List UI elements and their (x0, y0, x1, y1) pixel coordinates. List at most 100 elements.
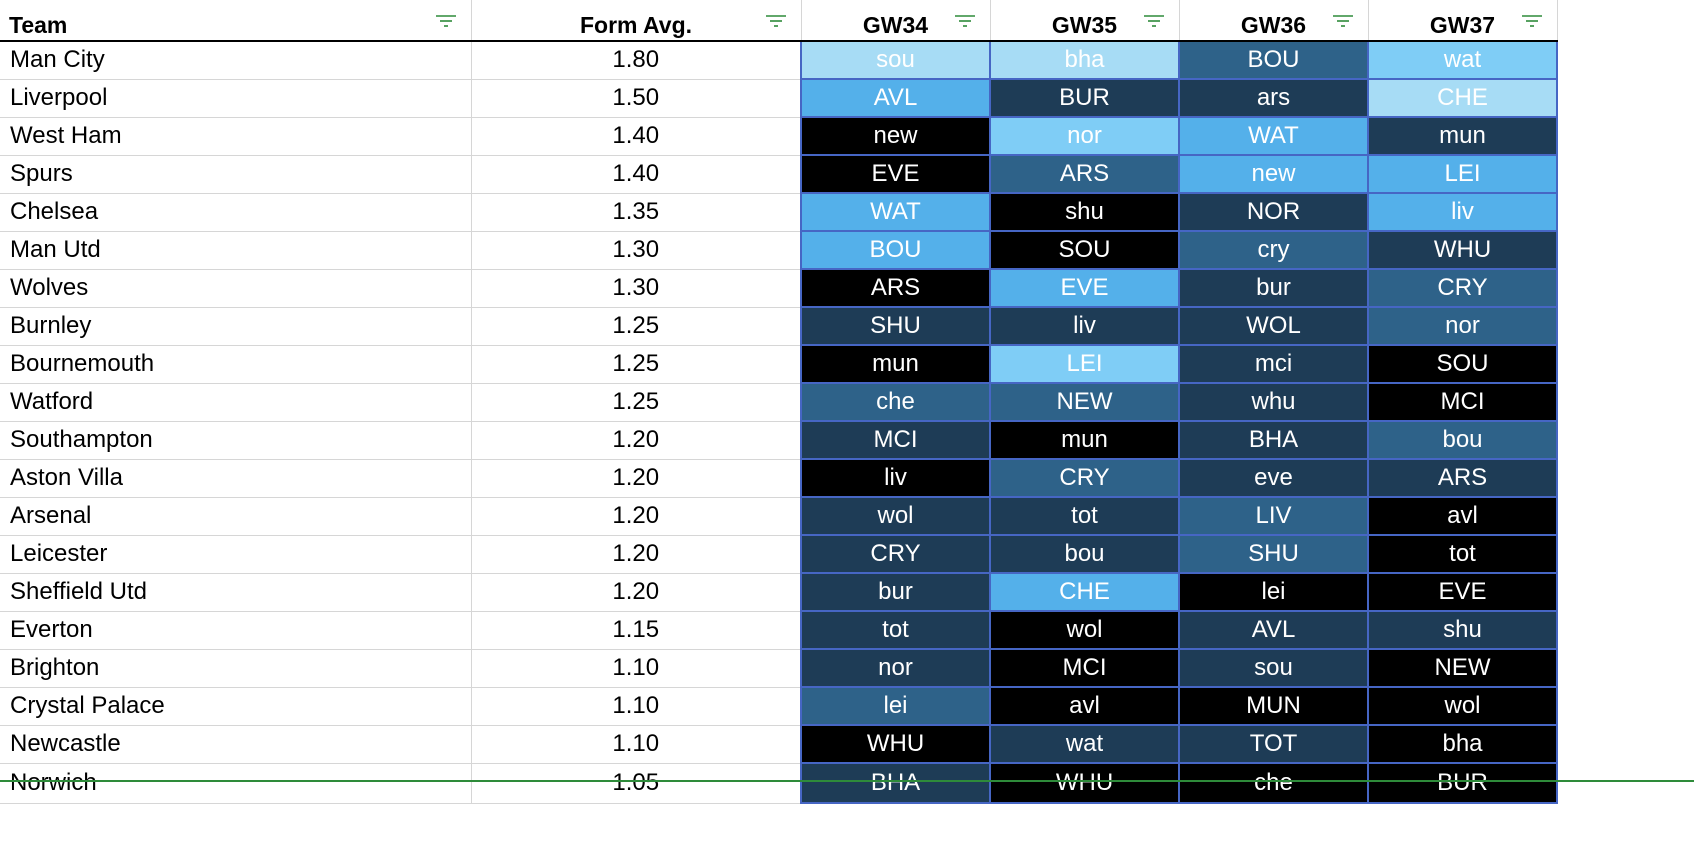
team-cell[interactable]: Liverpool (0, 79, 472, 118)
fixture-cell[interactable]: WAT (1178, 116, 1369, 156)
fixture-cell[interactable]: CHE (1367, 78, 1558, 118)
fixture-cell[interactable]: MCI (1367, 382, 1558, 422)
fixture-cell[interactable]: EVE (1367, 572, 1558, 612)
form-avg-cell[interactable]: 1.30 (471, 231, 802, 270)
form-avg-cell[interactable]: 1.25 (471, 345, 802, 384)
fixture-cell[interactable]: avl (989, 686, 1180, 726)
fixture-cell[interactable]: CRY (989, 458, 1180, 498)
fixture-cell[interactable]: SHU (1178, 534, 1369, 574)
form-avg-cell[interactable]: 1.20 (471, 421, 802, 460)
fixture-cell[interactable]: sou (800, 40, 991, 80)
fixture-cell[interactable]: WHU (1367, 230, 1558, 270)
fixture-cell[interactable]: SHU (800, 306, 991, 346)
fixture-cell[interactable]: CHE (989, 572, 1180, 612)
fixture-cell[interactable]: CRY (1367, 268, 1558, 308)
fixture-cell[interactable]: tot (989, 496, 1180, 536)
team-cell[interactable]: Crystal Palace (0, 687, 472, 726)
team-cell[interactable]: Aston Villa (0, 459, 472, 498)
form-avg-cell[interactable]: 1.10 (471, 649, 802, 688)
fixture-cell[interactable]: wol (800, 496, 991, 536)
team-cell[interactable]: Man City (0, 41, 472, 80)
form-avg-cell[interactable]: 1.20 (471, 459, 802, 498)
fixture-cell[interactable]: BHA (800, 762, 991, 804)
form-avg-cell[interactable]: 1.15 (471, 611, 802, 650)
filter-icon[interactable] (1521, 14, 1543, 28)
fixture-cell[interactable]: che (1178, 762, 1369, 804)
fixture-cell[interactable]: NEW (989, 382, 1180, 422)
fixture-cell[interactable]: mun (989, 420, 1180, 460)
fixture-cell[interactable]: MCI (800, 420, 991, 460)
fixture-cell[interactable]: BOU (800, 230, 991, 270)
fixture-cell[interactable]: sou (1178, 648, 1369, 688)
team-cell[interactable]: Leicester (0, 535, 472, 574)
team-cell[interactable]: Spurs (0, 155, 472, 194)
form-avg-cell[interactable]: 1.10 (471, 725, 802, 764)
fixture-cell[interactable]: LEI (1367, 154, 1558, 194)
fixture-cell[interactable]: AVL (800, 78, 991, 118)
fixture-cell[interactable]: whu (1178, 382, 1369, 422)
form-avg-cell[interactable]: 1.25 (471, 307, 802, 346)
fixture-cell[interactable]: tot (800, 610, 991, 650)
form-avg-cell[interactable]: 1.30 (471, 269, 802, 308)
team-cell[interactable]: Burnley (0, 307, 472, 346)
fixture-cell[interactable]: NEW (1367, 648, 1558, 688)
team-cell[interactable]: Man Utd (0, 231, 472, 270)
fixture-cell[interactable]: wol (989, 610, 1180, 650)
team-cell[interactable]: Watford (0, 383, 472, 422)
fixture-cell[interactable]: WHU (989, 762, 1180, 804)
filter-icon[interactable] (1143, 14, 1165, 28)
fixture-cell[interactable]: nor (989, 116, 1180, 156)
team-cell[interactable]: Bournemouth (0, 345, 472, 384)
fixture-cell[interactable]: eve (1178, 458, 1369, 498)
form-avg-cell[interactable]: 1.20 (471, 535, 802, 574)
team-cell[interactable]: West Ham (0, 117, 472, 156)
fixture-cell[interactable]: NOR (1178, 192, 1369, 232)
fixture-cell[interactable]: EVE (800, 154, 991, 194)
form-avg-cell[interactable]: 1.20 (471, 497, 802, 536)
fixture-cell[interactable]: bou (989, 534, 1180, 574)
fixture-cell[interactable]: mun (1367, 116, 1558, 156)
form-avg-cell[interactable]: 1.50 (471, 79, 802, 118)
fixture-cell[interactable]: nor (800, 648, 991, 688)
fixture-cell[interactable]: liv (800, 458, 991, 498)
fixture-cell[interactable]: wol (1367, 686, 1558, 726)
fixture-cell[interactable]: bha (989, 40, 1180, 80)
fixture-cell[interactable]: bur (800, 572, 991, 612)
form-avg-cell[interactable]: 1.40 (471, 117, 802, 156)
form-avg-cell[interactable]: 1.20 (471, 573, 802, 612)
team-cell[interactable]: Arsenal (0, 497, 472, 536)
fixture-cell[interactable]: liv (1367, 192, 1558, 232)
fixture-cell[interactable]: new (800, 116, 991, 156)
team-cell[interactable]: Wolves (0, 269, 472, 308)
fixture-cell[interactable]: ARS (800, 268, 991, 308)
fixture-cell[interactable]: EVE (989, 268, 1180, 308)
fixture-cell[interactable]: liv (989, 306, 1180, 346)
fixture-cell[interactable]: tot (1367, 534, 1558, 574)
fixture-cell[interactable]: bur (1178, 268, 1369, 308)
fixture-cell[interactable]: mun (800, 344, 991, 384)
fixture-cell[interactable]: TOT (1178, 724, 1369, 764)
fixture-cell[interactable]: lei (800, 686, 991, 726)
form-avg-cell[interactable]: 1.80 (471, 41, 802, 80)
team-cell[interactable]: Norwich (0, 763, 472, 804)
form-avg-cell[interactable]: 1.05 (471, 763, 802, 804)
team-cell[interactable]: Everton (0, 611, 472, 650)
fixture-cell[interactable]: AVL (1178, 610, 1369, 650)
fixture-cell[interactable]: ARS (1367, 458, 1558, 498)
fixture-cell[interactable]: wat (1367, 40, 1558, 80)
fixture-cell[interactable]: LIV (1178, 496, 1369, 536)
fixture-cell[interactable]: lei (1178, 572, 1369, 612)
fixture-cell[interactable]: shu (1367, 610, 1558, 650)
fixture-cell[interactable]: MCI (989, 648, 1180, 688)
team-cell[interactable]: Chelsea (0, 193, 472, 232)
fixture-cell[interactable]: BUR (989, 78, 1180, 118)
fixture-cell[interactable]: bou (1367, 420, 1558, 460)
fixture-cell[interactable]: WOL (1178, 306, 1369, 346)
fixture-cell[interactable]: bha (1367, 724, 1558, 764)
fixture-cell[interactable]: BOU (1178, 40, 1369, 80)
team-cell[interactable]: Southampton (0, 421, 472, 460)
fixture-cell[interactable]: SOU (1367, 344, 1558, 384)
form-avg-cell[interactable]: 1.40 (471, 155, 802, 194)
form-avg-cell[interactable]: 1.10 (471, 687, 802, 726)
fixture-cell[interactable]: ars (1178, 78, 1369, 118)
